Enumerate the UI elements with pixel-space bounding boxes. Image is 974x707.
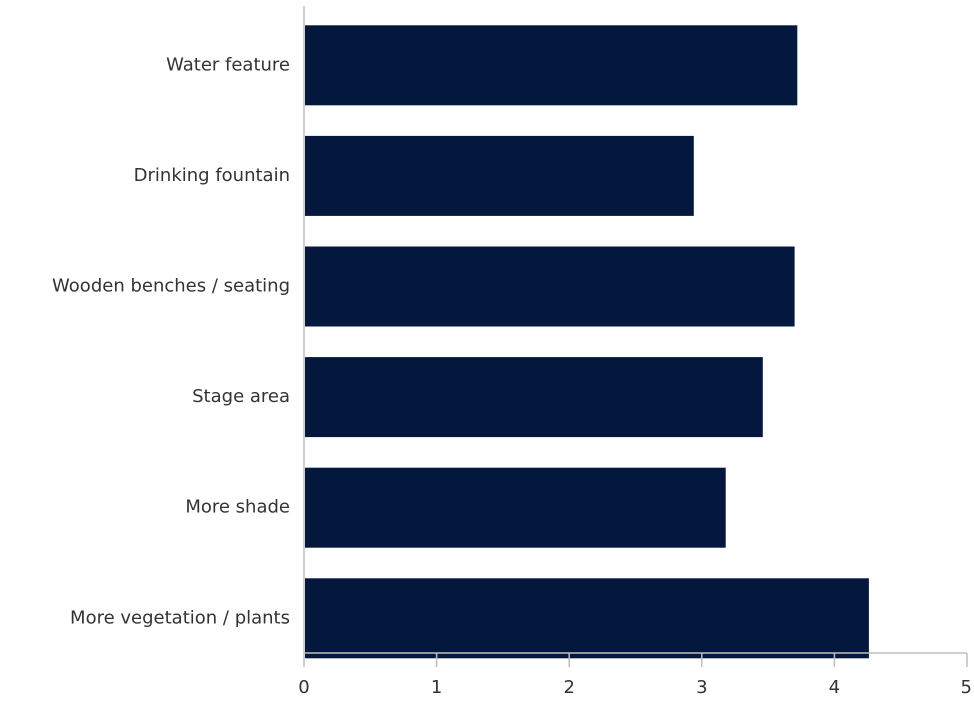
bar-wooden-benches-seating — [305, 246, 795, 327]
bar-water-feature — [305, 25, 798, 106]
bar-drinking-fountain — [305, 135, 694, 216]
category-label-water-feature: Water feature — [166, 54, 290, 75]
bar-stage-area — [305, 357, 763, 438]
category-label-wooden-benches-seating: Wooden benches / seating — [52, 276, 290, 297]
category-label-stage-area: Stage area — [192, 386, 290, 407]
x-tick-label-0: 0 — [298, 677, 309, 698]
category-label-more-shade: More shade — [185, 497, 290, 518]
x-tick-labels: 0 1 2 3 4 5 — [298, 677, 972, 698]
x-tick-label-4: 4 — [829, 677, 840, 698]
x-tick-label-5: 5 — [961, 677, 972, 698]
bar-more-shade — [305, 467, 726, 548]
x-tick-label-2: 2 — [563, 677, 574, 698]
category-label-drinking-fountain: Drinking fountain — [134, 165, 290, 186]
x-tick-label-1: 1 — [431, 677, 442, 698]
bars-group — [305, 25, 869, 659]
bar-more-vegetation-plants — [305, 578, 869, 659]
x-tick-label-3: 3 — [696, 677, 707, 698]
axes-group — [303, 6, 968, 667]
category-label-more-vegetation-plants: More vegetation / plants — [70, 607, 290, 628]
category-labels: Water feature Drinking fountain Wooden ben… — [52, 54, 290, 628]
